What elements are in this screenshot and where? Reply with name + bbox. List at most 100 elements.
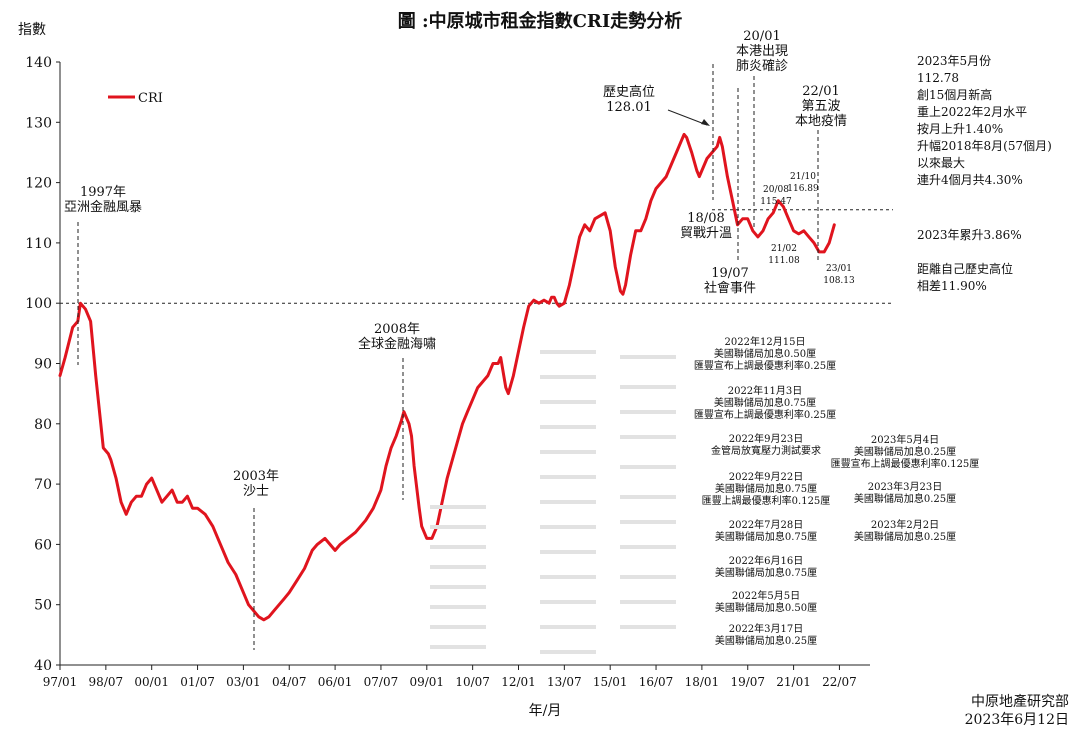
faint-note bbox=[620, 575, 676, 579]
faint-note bbox=[540, 475, 596, 479]
rate-note-text-line: 美國聯儲局加息0.25厘 bbox=[854, 492, 956, 505]
point-label-2301-line: 23/01 bbox=[826, 264, 852, 274]
x-tick-label: 07/07 bbox=[364, 675, 399, 689]
faint-note bbox=[540, 375, 596, 379]
rate-note-date: 2022年6月16日 bbox=[729, 554, 804, 567]
faint-note bbox=[620, 465, 676, 469]
annotation-2001-line: 肺炎確診 bbox=[736, 58, 788, 74]
cri-series-line bbox=[58, 132, 836, 622]
rate-note-date: 2022年12月15日 bbox=[725, 335, 806, 348]
x-tick-label: 21/01 bbox=[776, 675, 811, 689]
x-axis-label: 年/月 bbox=[529, 703, 562, 719]
side-note-latest: 創15個月新高 bbox=[917, 87, 992, 102]
faint-note bbox=[620, 625, 676, 629]
x-tick-label: 13/07 bbox=[547, 675, 582, 689]
rate-note-text-line: 金管局放寬壓力測試要求 bbox=[711, 444, 821, 457]
side-note-latest: 重上2022年2月水平 bbox=[917, 105, 1027, 119]
annotation-2201-line: 22/01 bbox=[802, 84, 839, 99]
side-note-latest: 112.78 bbox=[917, 71, 959, 85]
x-tick-label: 09/01 bbox=[409, 675, 444, 689]
faint-note bbox=[540, 600, 596, 604]
point-label-2102-line: 111.08 bbox=[768, 256, 800, 266]
faint-note bbox=[620, 355, 676, 359]
faint-note bbox=[540, 550, 596, 554]
x-tick-label: 22/07 bbox=[822, 675, 857, 689]
legend-label: CRI bbox=[138, 91, 163, 106]
historic-high-arrow-head bbox=[701, 119, 710, 126]
x-tick-label: 16/07 bbox=[639, 675, 674, 689]
faint-note bbox=[430, 625, 486, 629]
y-tick-label: 50 bbox=[34, 598, 52, 614]
rate-note-date: 2022年3月17日 bbox=[729, 622, 804, 635]
x-tick-label: 19/07 bbox=[730, 675, 765, 689]
faint-note bbox=[540, 425, 596, 429]
rate-note-text-line: 美國聯儲局加息0.25厘 bbox=[854, 445, 956, 458]
faint-note bbox=[430, 645, 486, 649]
x-tick-label: 12/01 bbox=[501, 675, 536, 689]
faint-note bbox=[620, 545, 676, 549]
rate-note-text-line: 美國聯儲局加息0.25厘 bbox=[854, 530, 956, 543]
faint-note bbox=[540, 500, 596, 504]
faint-note bbox=[430, 525, 486, 529]
faint-note bbox=[620, 385, 676, 389]
side-note-gap: 相差11.90% bbox=[917, 279, 987, 293]
rate-note-date: 2022年9月22日 bbox=[729, 470, 804, 483]
annotation-2003-line: 沙士 bbox=[243, 484, 269, 499]
faint-note bbox=[540, 625, 596, 629]
side-note-latest: 升幅2018年8月(57個月) bbox=[917, 138, 1052, 153]
rate-note-text-line: 美國聯儲局加息0.75厘 bbox=[715, 530, 817, 543]
faint-note bbox=[540, 450, 596, 454]
rate-note-text-line: 美國聯儲局加息0.75厘 bbox=[714, 396, 816, 409]
rate-note-text-line: 美國聯儲局加息0.50厘 bbox=[714, 347, 816, 360]
side-note-gap: 距離自己歷史高位 bbox=[917, 261, 1013, 276]
x-tick-label: 01/07 bbox=[180, 675, 215, 689]
side-note-latest: 連升4個月共4.30% bbox=[917, 173, 1023, 187]
annotation-historic-high-line: 128.01 bbox=[606, 100, 652, 115]
footer-date: 2023年6月12日 bbox=[965, 712, 1069, 728]
x-tick-label: 97/01 bbox=[43, 675, 78, 689]
point-label-2102-line: 21/02 bbox=[771, 244, 797, 254]
faint-note bbox=[540, 575, 596, 579]
annotation-2001-line: 20/01 bbox=[743, 29, 780, 44]
x-tick-label: 00/01 bbox=[134, 675, 169, 689]
faint-note bbox=[540, 350, 596, 354]
point-label-2301-line: 108.13 bbox=[823, 276, 855, 286]
annotation-2001-line: 本港出現 bbox=[736, 44, 788, 59]
faint-note bbox=[540, 400, 596, 404]
y-tick-label: 140 bbox=[25, 55, 52, 71]
side-note-latest: 以來最大 bbox=[917, 156, 965, 170]
rate-note-text-line: 匯豐宣布上調最優惠利率0.125厘 bbox=[831, 457, 980, 470]
x-tick-label: 04/07 bbox=[272, 675, 307, 689]
y-tick-label: 110 bbox=[25, 236, 52, 252]
faint-note bbox=[430, 605, 486, 609]
rate-note-text-line: 匯豐上調最優惠利率0.125厘 bbox=[702, 494, 831, 507]
faint-note bbox=[620, 435, 676, 439]
point-label-2110-line: 21/10 bbox=[790, 172, 816, 182]
side-note-ytd: 2023年累升3.86% bbox=[917, 228, 1022, 242]
y-tick-label: 90 bbox=[34, 357, 52, 373]
annotation-2008-line: 2008年 bbox=[374, 322, 420, 337]
annotation-2201-line: 第五波 bbox=[801, 99, 840, 114]
side-note-latest: 2023年5月份 bbox=[917, 54, 991, 68]
annotation-1808-line: 18/08 bbox=[687, 211, 724, 226]
point-label-2110-line: 116.89 bbox=[787, 184, 819, 194]
rate-note-date: 2023年2月2日 bbox=[871, 518, 939, 531]
faint-note bbox=[430, 565, 486, 569]
y-tick-label: 40 bbox=[34, 658, 52, 674]
rate-note-text-line: 美國聯儲局加息0.50厘 bbox=[715, 601, 817, 614]
faint-note bbox=[620, 600, 676, 604]
annotation-1907-line: 19/07 bbox=[711, 266, 748, 281]
point-label-2008-line: 115.47 bbox=[760, 197, 792, 207]
annotation-2201-line: 本地疫情 bbox=[795, 113, 847, 129]
annotation-1997-line: 亞洲金融風暴 bbox=[64, 199, 142, 215]
faint-note bbox=[620, 495, 676, 499]
y-tick-label: 120 bbox=[25, 176, 52, 192]
annotation-1808-line: 貿戰升溫 bbox=[680, 226, 732, 241]
faint-note bbox=[540, 650, 596, 654]
faint-note bbox=[620, 520, 676, 524]
footer-source: 中原地產研究部 bbox=[971, 693, 1069, 710]
rate-note-text-line: 匯豐宣布上調最優惠利率0.25厘 bbox=[694, 359, 836, 372]
x-tick-label: 03/01 bbox=[226, 675, 261, 689]
annotation-2008-line: 全球金融海嘯 bbox=[358, 336, 436, 352]
